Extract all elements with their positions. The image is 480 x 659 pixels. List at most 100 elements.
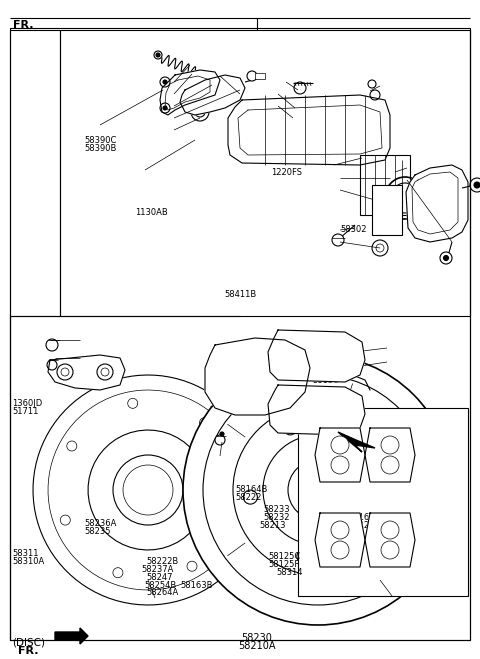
Circle shape bbox=[335, 351, 345, 361]
Circle shape bbox=[247, 71, 257, 81]
Circle shape bbox=[330, 400, 350, 420]
Text: 58131: 58131 bbox=[298, 387, 324, 397]
Polygon shape bbox=[365, 513, 415, 567]
Polygon shape bbox=[180, 75, 245, 115]
Circle shape bbox=[470, 178, 480, 192]
Circle shape bbox=[160, 77, 170, 87]
Text: 58237A: 58237A bbox=[142, 565, 174, 574]
Circle shape bbox=[183, 355, 453, 625]
Text: 58390B: 58390B bbox=[84, 144, 116, 153]
Text: 58390C: 58390C bbox=[84, 136, 116, 145]
Circle shape bbox=[243, 490, 257, 504]
Circle shape bbox=[376, 244, 384, 252]
Text: 58236A: 58236A bbox=[84, 519, 116, 529]
Text: 58233: 58233 bbox=[263, 505, 289, 514]
Circle shape bbox=[101, 368, 109, 376]
Circle shape bbox=[163, 80, 167, 84]
Text: FR.: FR. bbox=[13, 20, 34, 30]
Bar bbox=[60, 30, 470, 316]
Circle shape bbox=[283, 421, 297, 435]
Circle shape bbox=[160, 103, 170, 113]
Circle shape bbox=[474, 182, 480, 188]
Circle shape bbox=[215, 435, 225, 445]
Text: 58125C: 58125C bbox=[269, 552, 301, 561]
Circle shape bbox=[60, 515, 70, 525]
Circle shape bbox=[368, 80, 376, 88]
Circle shape bbox=[335, 405, 345, 415]
Text: 58210A: 58210A bbox=[238, 641, 276, 650]
Polygon shape bbox=[205, 338, 310, 415]
Text: 58235: 58235 bbox=[84, 527, 110, 536]
Circle shape bbox=[220, 432, 224, 436]
Text: 58232: 58232 bbox=[263, 513, 289, 522]
Circle shape bbox=[156, 53, 160, 57]
Polygon shape bbox=[315, 513, 365, 567]
Circle shape bbox=[295, 400, 315, 420]
Circle shape bbox=[398, 530, 402, 534]
Circle shape bbox=[61, 368, 69, 376]
Circle shape bbox=[381, 436, 399, 454]
Circle shape bbox=[370, 90, 380, 100]
Text: 58311: 58311 bbox=[12, 549, 38, 558]
Text: 58230: 58230 bbox=[241, 633, 272, 643]
Circle shape bbox=[154, 51, 162, 59]
Circle shape bbox=[381, 521, 399, 539]
Bar bbox=[255, 73, 265, 79]
Polygon shape bbox=[55, 628, 88, 644]
Polygon shape bbox=[228, 95, 390, 165]
Text: 58222: 58222 bbox=[235, 493, 262, 502]
Polygon shape bbox=[33, 375, 248, 605]
Circle shape bbox=[195, 107, 205, 117]
Circle shape bbox=[331, 541, 349, 559]
Text: 58164B: 58164B bbox=[348, 513, 380, 522]
Circle shape bbox=[295, 346, 315, 366]
Circle shape bbox=[381, 456, 399, 474]
Circle shape bbox=[163, 106, 167, 110]
Circle shape bbox=[330, 346, 350, 366]
Circle shape bbox=[57, 364, 73, 380]
Text: 58264A: 58264A bbox=[146, 588, 179, 598]
Bar bbox=[298, 408, 468, 596]
Text: 58411B: 58411B bbox=[225, 290, 257, 299]
Circle shape bbox=[191, 103, 209, 121]
Circle shape bbox=[46, 339, 58, 351]
Text: 1360JD: 1360JD bbox=[12, 399, 42, 409]
Circle shape bbox=[300, 351, 310, 361]
Circle shape bbox=[113, 455, 183, 525]
Polygon shape bbox=[268, 330, 365, 382]
Text: FR.: FR. bbox=[18, 646, 38, 656]
Circle shape bbox=[332, 234, 344, 246]
Circle shape bbox=[123, 465, 173, 515]
Circle shape bbox=[331, 521, 349, 539]
Polygon shape bbox=[338, 432, 375, 452]
Bar bbox=[360, 155, 410, 215]
Circle shape bbox=[113, 567, 123, 578]
Circle shape bbox=[372, 240, 388, 256]
Text: 1220FS: 1220FS bbox=[271, 168, 302, 177]
Text: (DISC): (DISC) bbox=[12, 638, 45, 648]
Text: 58131: 58131 bbox=[312, 376, 338, 385]
Circle shape bbox=[300, 405, 310, 415]
Text: 58163B: 58163B bbox=[180, 581, 213, 590]
Circle shape bbox=[370, 517, 384, 531]
Text: 58247: 58247 bbox=[146, 573, 173, 582]
Circle shape bbox=[128, 398, 138, 409]
Polygon shape bbox=[160, 70, 220, 115]
Polygon shape bbox=[365, 428, 415, 482]
Text: 58213: 58213 bbox=[259, 521, 286, 530]
Circle shape bbox=[381, 541, 399, 559]
Circle shape bbox=[297, 550, 311, 563]
Polygon shape bbox=[48, 355, 125, 390]
Text: 58222B: 58222B bbox=[146, 557, 179, 566]
Circle shape bbox=[444, 256, 448, 260]
Polygon shape bbox=[268, 385, 365, 435]
Polygon shape bbox=[315, 428, 365, 482]
Circle shape bbox=[187, 561, 197, 571]
Text: 1130AB: 1130AB bbox=[135, 208, 168, 217]
Circle shape bbox=[440, 252, 452, 264]
Text: 58164B: 58164B bbox=[235, 485, 267, 494]
Circle shape bbox=[47, 360, 57, 370]
Bar bbox=[372, 185, 402, 235]
Circle shape bbox=[361, 438, 375, 451]
Text: 58221: 58221 bbox=[348, 521, 374, 530]
